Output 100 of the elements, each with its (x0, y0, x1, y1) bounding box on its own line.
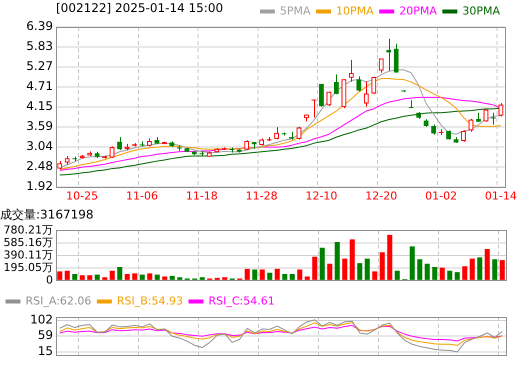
y-tick-label: 0 (46, 273, 53, 286)
y-tick-label: 585.16万 (4, 236, 53, 249)
candlestick (326, 91, 332, 107)
x-tick-label: 10-25 (66, 189, 98, 202)
x-tick-label: 01-14 (484, 189, 517, 202)
bar (290, 274, 295, 280)
bar (312, 256, 318, 280)
x-tick-label: 11-06 (126, 189, 158, 202)
legend-label: RSI_B:54.93 (116, 294, 184, 308)
bar (394, 270, 400, 280)
y-tick-label: 15 (38, 344, 53, 358)
bar (147, 273, 152, 280)
bar (87, 275, 92, 280)
candlestick (334, 74, 339, 95)
candlestick (394, 43, 399, 74)
candlestick (348, 59, 354, 82)
bar (492, 259, 498, 280)
candlestick (364, 80, 369, 108)
candlestick (371, 76, 376, 94)
bar (424, 264, 430, 280)
y-tick-label: 5.83 (26, 39, 53, 54)
bar (342, 258, 348, 280)
y-tick-label: 59 (38, 328, 53, 342)
bar (94, 274, 100, 280)
bar (334, 242, 340, 280)
bar (410, 246, 415, 280)
y-tick-label: 1.92 (26, 178, 53, 193)
candlestick (461, 130, 466, 142)
chart-title: 成交量:3167198 (0, 207, 94, 222)
bar (282, 274, 288, 280)
bar (132, 273, 138, 280)
legend-label: 10PMA (336, 4, 374, 18)
bar (110, 270, 115, 280)
y-tick-label: 102 (30, 312, 53, 326)
x-tick-label: 11-18 (186, 189, 218, 202)
bar (327, 264, 332, 280)
x-tick-label: 11-28 (246, 189, 278, 202)
bar (267, 272, 272, 280)
y-tick-label: 5.27 (26, 59, 53, 74)
candlestick (386, 38, 392, 72)
candlestick (319, 83, 324, 108)
bar (140, 274, 145, 280)
bar (462, 266, 468, 280)
chart-title: [002122] 2025-01-14 15:00 (56, 1, 224, 15)
bar (380, 252, 385, 280)
x-tick-label: 01-02 (425, 189, 458, 202)
bar (372, 271, 378, 280)
x-tick-label: 12-20 (365, 189, 398, 202)
bar (252, 270, 258, 280)
bar (454, 272, 460, 280)
y-tick-label: 2.48 (26, 158, 53, 173)
y-tick-label: 3.04 (26, 138, 53, 153)
bar (357, 263, 362, 280)
y-tick-label: 390.11万 (4, 248, 53, 262)
candlestick (491, 112, 496, 126)
bar (154, 274, 160, 280)
bar (320, 248, 325, 280)
bar (440, 268, 445, 280)
bar (477, 257, 482, 280)
legend-label: 30PMA (462, 4, 500, 18)
bar (124, 274, 130, 280)
candlestick (117, 136, 122, 150)
candlestick (110, 146, 114, 158)
bar (64, 270, 70, 280)
bar (417, 259, 422, 280)
y-tick-label: 195.05万 (4, 260, 53, 274)
y-tick-label: 4.71 (26, 79, 53, 94)
x-tick-label: 12-10 (305, 189, 338, 202)
bar (72, 274, 78, 280)
legend-label: RSI_C:54.61 (208, 294, 275, 308)
candlestick (296, 126, 302, 140)
legend-label: 20PMA (399, 4, 438, 18)
candlestick (498, 102, 504, 117)
bar (274, 268, 280, 280)
bar (364, 258, 370, 280)
bar (470, 258, 475, 280)
bar (200, 277, 205, 280)
bar (244, 268, 250, 280)
bar (260, 270, 265, 280)
legend-label: 5PMA (280, 4, 312, 18)
bar (500, 260, 505, 280)
bar (484, 249, 490, 280)
candlestick (274, 126, 279, 140)
bar (350, 239, 355, 280)
bar (162, 276, 168, 280)
candlestick (476, 112, 481, 123)
bar (80, 275, 85, 280)
candlestick (312, 99, 316, 118)
bar (447, 270, 452, 280)
y-tick-label: 6.39 (26, 19, 53, 34)
candlestick (378, 58, 384, 74)
bar (222, 277, 228, 280)
bar (432, 266, 438, 280)
bar (57, 271, 62, 280)
legend-label: RSI_A:62.06 (26, 294, 92, 308)
candlestick (244, 140, 250, 150)
candlestick (356, 76, 362, 92)
bar (177, 277, 182, 280)
bar (102, 277, 108, 280)
bar (387, 234, 392, 280)
